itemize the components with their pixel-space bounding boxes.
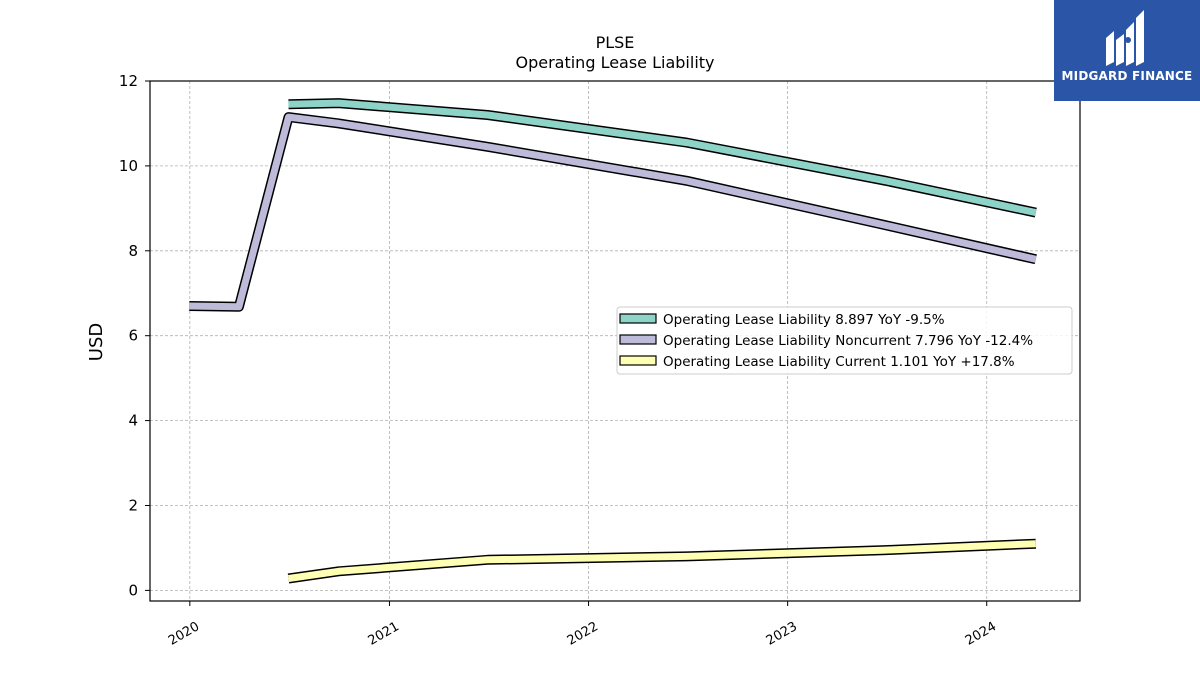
midgard-m-logo-icon [1106, 10, 1144, 66]
x-tick-label: 2020 [166, 619, 202, 649]
x-tick-label: 2023 [764, 619, 800, 649]
x-axis: 2020 2021 2022 2023 2024 [166, 601, 999, 649]
series-group [189, 98, 1037, 584]
legend-entry: Operating Lease Liability Current 1.101 … [663, 354, 1015, 370]
chart-title: PLSE [596, 33, 635, 52]
legend-swatch [619, 355, 657, 366]
chart-subtitle: Operating Lease Liability [515, 53, 714, 72]
legend-swatch [619, 313, 657, 324]
y-tick-label: 0 [128, 581, 138, 599]
series-line [288, 98, 1037, 218]
x-tick-label: 2022 [565, 619, 601, 649]
series-line [189, 112, 1037, 312]
y-tick-label: 8 [128, 242, 138, 260]
brand-name: MIDGARD FINANCE [1061, 69, 1193, 83]
plot-frame [149, 80, 1081, 602]
y-tick-label: 10 [119, 157, 138, 175]
series-line-outline [288, 98, 1037, 218]
y-tick-label: 12 [119, 72, 138, 90]
brand-logo: MIDGARD FINANCE [1054, 0, 1200, 101]
y-tick-label: 2 [128, 496, 138, 514]
legend-box [616, 306, 1073, 375]
y-axis-label: USD [86, 323, 107, 361]
y-tick-label: 6 [128, 327, 138, 345]
legend-entry: Operating Lease Liability 8.897 YoY -9.5… [663, 312, 945, 328]
x-tick-label: 2024 [963, 619, 999, 649]
y-tick-label: 4 [128, 412, 138, 430]
y-axis: 0 2 4 6 8 10 12 [119, 72, 150, 599]
legend-entry: Operating Lease Liability Noncurrent 7.7… [663, 333, 1033, 349]
series-line-fill [288, 99, 1037, 217]
series-line-fill [189, 113, 1037, 311]
x-tick-label: 2021 [366, 619, 402, 649]
legend: Operating Lease Liability 8.897 YoY -9.5… [616, 306, 1073, 375]
series-line-fill [288, 540, 1036, 582]
series-line-outline [189, 112, 1037, 312]
legend-swatch [619, 334, 657, 345]
series-line [287, 538, 1037, 584]
